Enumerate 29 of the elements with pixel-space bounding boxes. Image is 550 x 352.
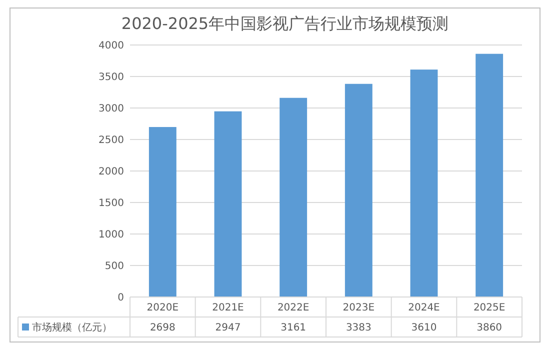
- bar: [148, 127, 176, 297]
- data-label: 3860: [476, 322, 502, 334]
- x-tick-label: 2022E: [277, 302, 310, 314]
- data-label: 2698: [150, 322, 176, 334]
- y-tick-label: 1000: [98, 230, 124, 240]
- bar: [280, 98, 308, 297]
- bar: [476, 54, 504, 297]
- x-tick-label: 2025E: [473, 302, 506, 314]
- y-tick-label: 1500: [98, 198, 124, 209]
- legend-label: 市场规模（亿元）: [32, 322, 112, 334]
- y-tick-label: 3500: [98, 72, 124, 83]
- data-label: 2947: [215, 322, 241, 334]
- chart-title: 2020-2025年中国影视广告行业市场规模预测: [121, 14, 449, 33]
- y-tick-label: 0: [118, 292, 124, 304]
- y-tick-label: 500: [104, 261, 124, 272]
- x-tick-label: 2023E: [342, 302, 375, 314]
- bar: [214, 111, 242, 297]
- y-tick-label: 2000: [98, 166, 124, 178]
- y-tick-label: 4000: [98, 40, 124, 52]
- bar: [410, 70, 438, 297]
- data-label: 3610: [411, 322, 437, 334]
- x-tick-label: 2020E: [146, 302, 179, 314]
- data-label: 3161: [280, 322, 306, 334]
- y-tick-label: 3000: [98, 104, 124, 114]
- x-tick-label: 2024E: [408, 302, 440, 314]
- data-label: 3383: [346, 322, 372, 334]
- y-tick-label: 2500: [98, 135, 124, 146]
- x-tick-label: 2021E: [212, 302, 244, 314]
- bar: [344, 84, 372, 297]
